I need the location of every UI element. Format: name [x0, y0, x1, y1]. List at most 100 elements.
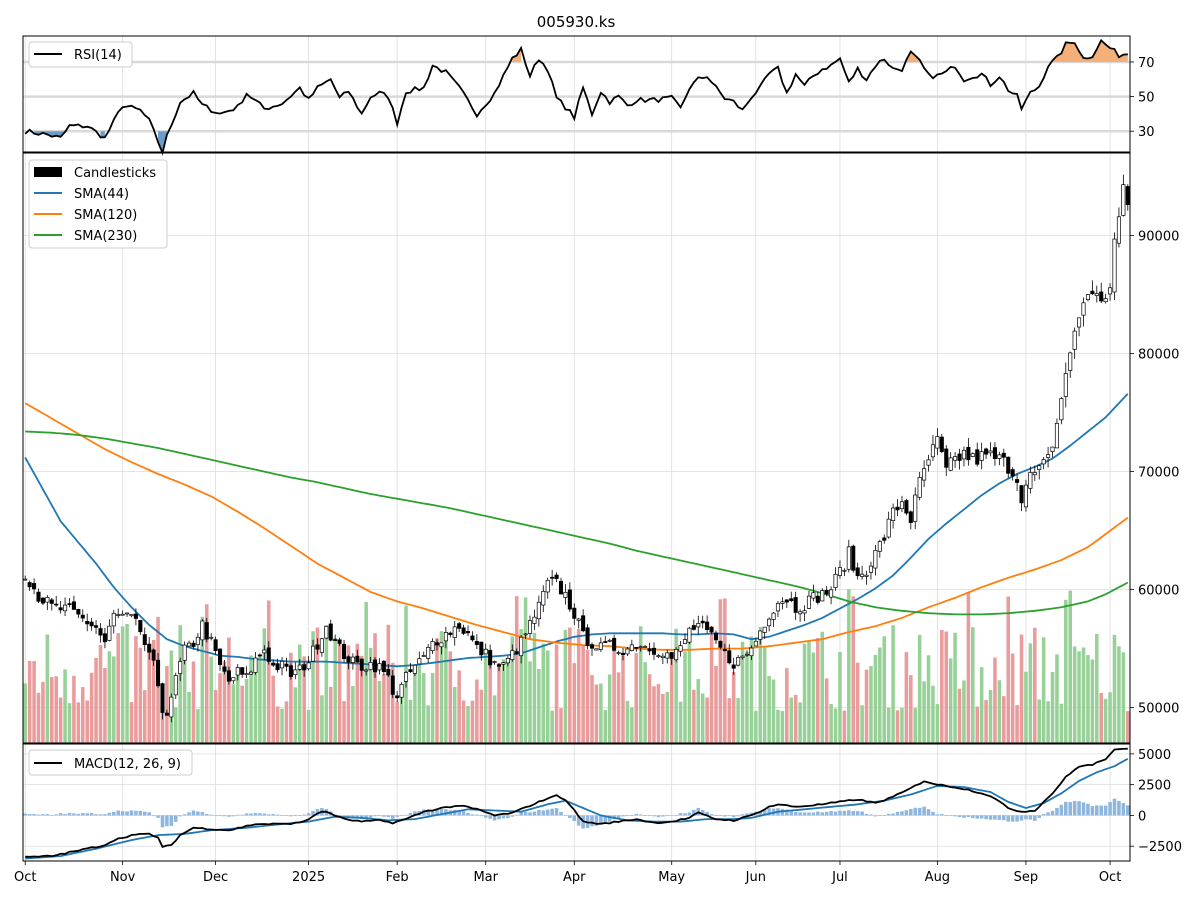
candlestick	[98, 628, 103, 636]
macd-histogram-bar	[506, 815, 510, 819]
volume-bar	[72, 675, 76, 743]
candlestick	[727, 650, 732, 664]
macd-histogram-bar	[1037, 815, 1041, 818]
volume-bar	[554, 644, 559, 743]
macd-histogram-bar	[116, 810, 120, 816]
macd-histogram-bar	[249, 813, 253, 816]
macd-histogram-bar	[311, 810, 315, 816]
price-frame	[22, 152, 1131, 744]
candlestick	[350, 656, 355, 663]
volume-bar	[160, 708, 165, 743]
price-ytick-label: 90000	[1138, 230, 1179, 245]
candlestick	[700, 620, 705, 624]
volume-bar	[116, 633, 120, 743]
volume-bar	[643, 662, 647, 743]
candlestick	[231, 677, 236, 682]
macd-histogram-bar	[364, 815, 368, 818]
candlestick	[1072, 330, 1077, 350]
macd-histogram-bar	[271, 813, 275, 816]
candlestick	[793, 597, 798, 613]
macd-histogram-bar	[129, 810, 134, 816]
volume-bar	[1019, 634, 1024, 743]
macd-histogram-bar	[1086, 803, 1090, 816]
volume-bar	[1010, 653, 1015, 743]
volume-bar	[213, 689, 218, 743]
macd-histogram-bar	[1019, 815, 1024, 821]
candlestick	[674, 648, 679, 661]
rsi-ytick-label: 50	[1138, 91, 1155, 106]
candlestick	[328, 623, 333, 641]
candlestick	[837, 567, 842, 576]
candlestick	[926, 459, 931, 466]
candlestick	[408, 669, 413, 672]
volume-bar	[802, 643, 807, 743]
volume-bar	[590, 675, 594, 743]
volume-bar	[466, 706, 470, 743]
candlestick	[505, 658, 510, 664]
macd-histogram-bar	[173, 815, 178, 822]
candlestick	[758, 630, 763, 640]
candlestick	[1032, 472, 1037, 476]
volume-bar	[191, 661, 196, 743]
macd-histogram-bar	[399, 815, 404, 817]
candlestick	[736, 657, 741, 666]
candlestick	[966, 446, 971, 461]
candlestick	[1028, 472, 1033, 489]
macd-histogram-bar	[510, 815, 515, 817]
rsi-oversold-fill	[100, 131, 105, 138]
macd-histogram-bar	[674, 815, 678, 816]
candlestick	[603, 641, 608, 643]
macd-histogram-bar	[590, 815, 594, 827]
volume-bar	[705, 697, 709, 743]
volume-bar	[931, 685, 935, 743]
macd-histogram-bar	[563, 814, 568, 816]
volume-bar	[306, 709, 311, 743]
candlestick	[32, 583, 37, 590]
legend-sma230-label: SMA(230)	[74, 229, 137, 244]
candlestick	[412, 664, 417, 674]
candlestick	[638, 646, 643, 649]
volume-bar	[284, 701, 289, 743]
candlestick	[1019, 485, 1024, 504]
macd-histogram-bar	[594, 815, 599, 826]
candlestick	[1090, 290, 1095, 295]
volume-bar	[430, 672, 435, 743]
volume-bar	[895, 710, 900, 743]
candlestick	[324, 626, 329, 639]
volume-bar	[479, 689, 484, 743]
macd-histogram-bar	[182, 814, 187, 816]
candlestick	[417, 658, 422, 665]
macd-histogram-bar	[847, 810, 851, 816]
volume-bar	[488, 651, 492, 743]
volume-bar	[1095, 633, 1099, 743]
x-tick-label: May	[658, 870, 685, 885]
macd-histogram-bar	[430, 810, 435, 816]
macd-histogram-bar	[457, 810, 461, 816]
candlestick	[240, 667, 245, 675]
candlestick	[488, 649, 493, 666]
candlestick	[151, 649, 156, 661]
volume-bar	[1024, 671, 1028, 743]
candlestick	[54, 603, 59, 606]
x-tick-label: Sep	[1014, 870, 1039, 885]
volume-bar	[408, 699, 413, 743]
volume-bar	[1046, 701, 1050, 743]
macd-histogram-bar	[160, 815, 165, 828]
volume-bar	[700, 693, 705, 743]
macd-histogram-bar	[382, 815, 386, 817]
volume-bar	[869, 666, 873, 743]
macd-histogram-bar	[89, 813, 94, 816]
candlestick	[988, 450, 993, 454]
macd-histogram-bar	[501, 815, 506, 819]
macd-histogram-bar	[235, 814, 240, 816]
x-tick-label: Jun	[745, 870, 766, 885]
candlestick	[244, 673, 249, 676]
volume-bar	[426, 705, 430, 743]
candlestick	[634, 647, 639, 649]
macd-histogram-bar	[864, 813, 869, 816]
macd-ytick-label: 2500	[1138, 779, 1171, 794]
candlestick	[333, 639, 338, 641]
volume-bar	[1059, 703, 1064, 743]
candlestick	[288, 665, 293, 677]
price-ytick-label: 80000	[1138, 348, 1179, 363]
